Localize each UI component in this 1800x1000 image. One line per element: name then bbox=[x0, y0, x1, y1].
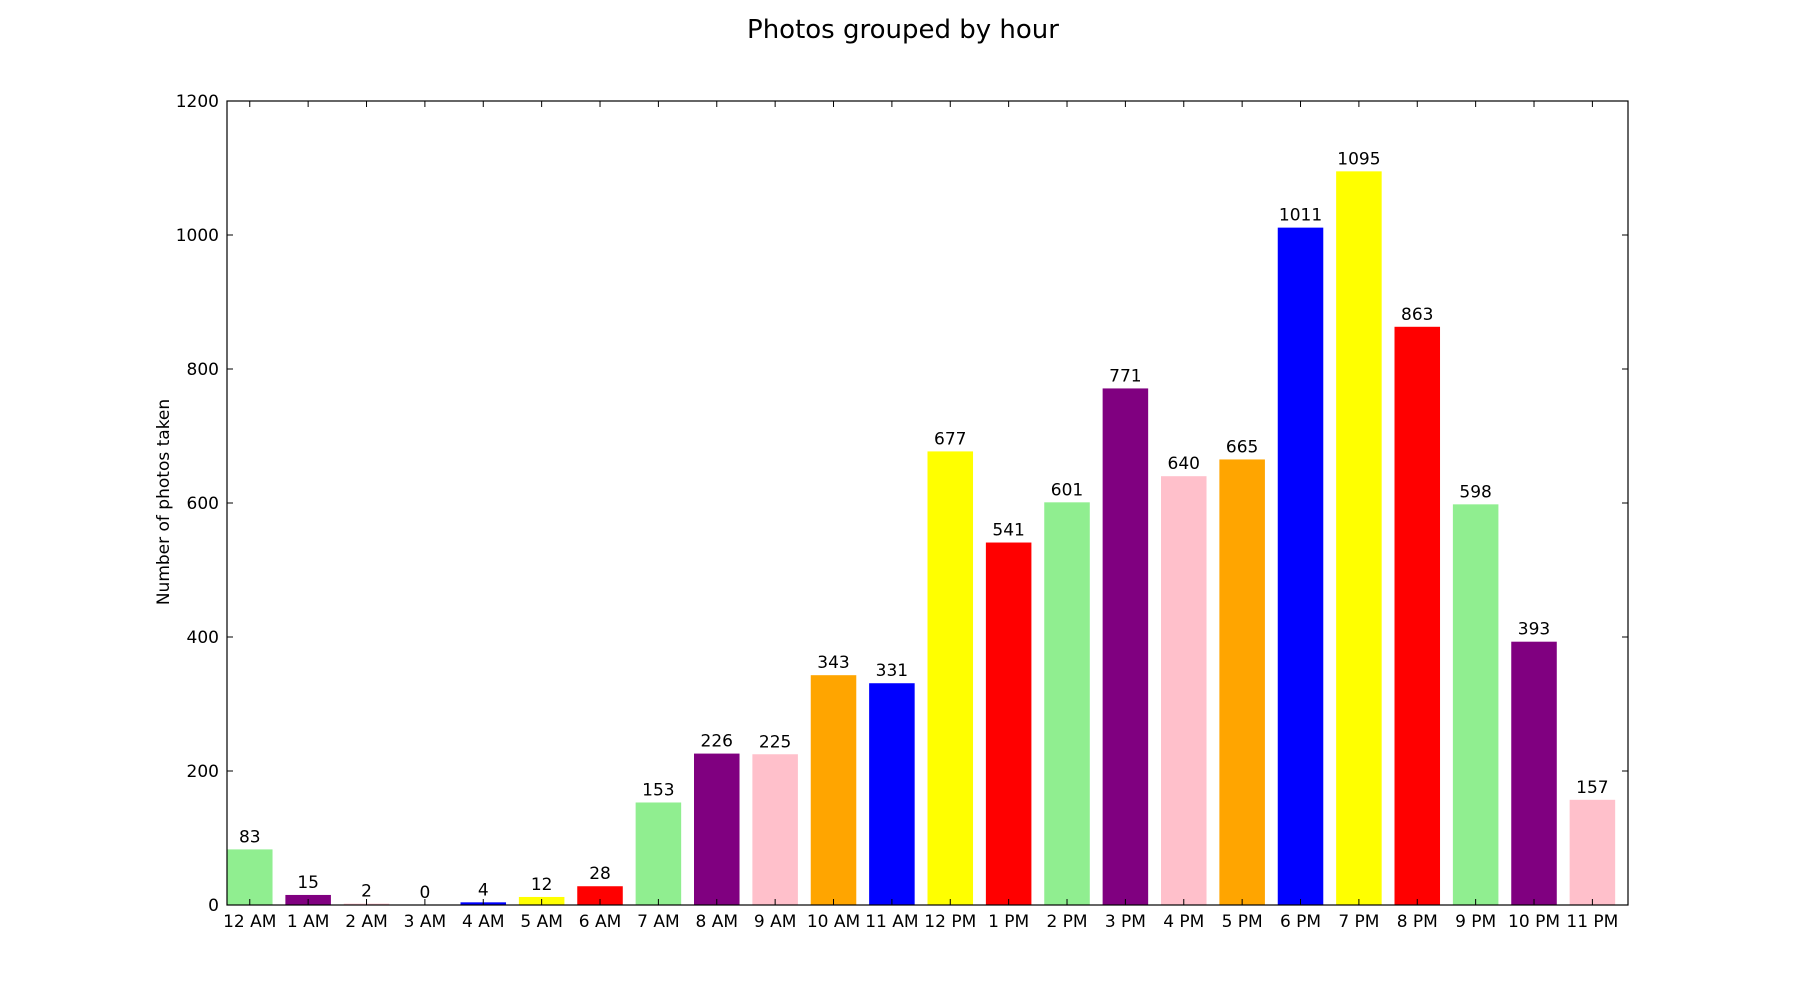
value-labels-layer: 83 15 2 0 4 12 28 153 226 225 343 331 677 541 601 771 64… bbox=[239, 149, 1609, 903]
bar-16 bbox=[1161, 476, 1207, 905]
y-tick-label-6: 1200 bbox=[176, 92, 219, 112]
x-tick-label-3: 3 AM bbox=[404, 912, 447, 932]
bar-value-label-0: 83 bbox=[239, 827, 261, 847]
x-tick-label-6: 6 AM bbox=[579, 912, 622, 932]
bar-19 bbox=[1336, 171, 1382, 906]
bar-value-label-21: 598 bbox=[1459, 482, 1491, 502]
y-tick-label-4: 800 bbox=[187, 360, 219, 380]
bar-13 bbox=[985, 542, 1032, 905]
bar-7 bbox=[635, 802, 682, 905]
bar-15 bbox=[1102, 388, 1149, 905]
x-tick-label-13: 1 PM bbox=[988, 912, 1029, 932]
x-tick-label-19: 7 PM bbox=[1338, 912, 1379, 932]
bar-11 bbox=[869, 683, 915, 905]
bar-value-label-8: 226 bbox=[701, 732, 733, 752]
bar-value-label-10: 343 bbox=[817, 653, 849, 673]
bar-value-label-11: 331 bbox=[876, 661, 908, 681]
x-tick-label-8: 8 AM bbox=[696, 912, 739, 932]
bar-value-label-20: 863 bbox=[1401, 305, 1433, 325]
bars-layer bbox=[227, 171, 1616, 906]
bar-12 bbox=[927, 451, 974, 905]
bar-value-label-5: 12 bbox=[531, 875, 553, 895]
bar-value-label-13: 541 bbox=[992, 521, 1024, 541]
bar-10 bbox=[810, 675, 857, 905]
bar-value-label-18: 1011 bbox=[1279, 206, 1322, 226]
y-tick-label-3: 600 bbox=[187, 494, 219, 514]
bar-23 bbox=[1569, 799, 1616, 905]
x-tick-labels-layer: 12 AM 1 AM 2 AM 3 AM 4 AM 5 AM 6 AM 7 AM 8 AM 9 A… bbox=[223, 912, 1618, 932]
x-tick-label-12: 12 PM bbox=[924, 912, 976, 932]
x-tick-label-23: 11 PM bbox=[1566, 912, 1618, 932]
x-tick-label-16: 4 PM bbox=[1163, 912, 1204, 932]
bar-value-label-22: 393 bbox=[1518, 620, 1550, 640]
bar-value-label-9: 225 bbox=[759, 732, 791, 752]
bar-value-label-4: 4 bbox=[478, 880, 489, 900]
y-tick-label-2: 400 bbox=[187, 628, 219, 648]
bar-6 bbox=[577, 886, 623, 905]
chart-title: Photos grouped by hour bbox=[747, 15, 1059, 45]
bar-value-label-1: 15 bbox=[297, 873, 319, 893]
x-tick-label-5: 5 AM bbox=[520, 912, 563, 932]
bar-value-label-19: 1095 bbox=[1337, 149, 1380, 169]
x-tick-label-17: 5 PM bbox=[1222, 912, 1263, 932]
y-tick-label-1: 200 bbox=[187, 762, 219, 782]
bar-value-label-14: 601 bbox=[1051, 480, 1083, 500]
bar-value-label-16: 640 bbox=[1168, 454, 1200, 474]
bar-value-label-7: 153 bbox=[642, 780, 674, 800]
x-tick-label-9: 9 AM bbox=[754, 912, 797, 932]
bar-18 bbox=[1277, 227, 1324, 905]
bar-value-label-2: 2 bbox=[361, 882, 372, 902]
x-tick-label-18: 6 PM bbox=[1280, 912, 1321, 932]
bar-8 bbox=[694, 753, 740, 905]
bar-21 bbox=[1452, 504, 1499, 905]
bar-14 bbox=[1044, 502, 1090, 905]
x-tick-label-2: 2 AM bbox=[345, 912, 388, 932]
bar-value-label-23: 157 bbox=[1576, 778, 1608, 798]
bar-value-label-3: 0 bbox=[419, 883, 430, 903]
x-tick-label-22: 10 PM bbox=[1508, 912, 1560, 932]
bar-value-label-17: 665 bbox=[1226, 437, 1258, 457]
x-tick-label-7: 7 AM bbox=[637, 912, 680, 932]
x-tick-label-15: 3 PM bbox=[1105, 912, 1146, 932]
bar-22 bbox=[1511, 641, 1557, 905]
x-tick-label-11: 11 AM bbox=[865, 912, 918, 932]
bar-value-label-12: 677 bbox=[934, 429, 966, 449]
y-tick-label-5: 1000 bbox=[176, 226, 219, 246]
bar-value-label-15: 771 bbox=[1109, 366, 1141, 386]
x-tick-label-4: 4 AM bbox=[462, 912, 505, 932]
y-tick-labels-layer: 0 200 400 600 800 1000 1200 bbox=[176, 92, 219, 916]
x-tick-label-20: 8 PM bbox=[1397, 912, 1438, 932]
y-axis-label: Number of photos taken bbox=[154, 399, 174, 605]
x-tick-label-21: 9 PM bbox=[1455, 912, 1496, 932]
bar-20 bbox=[1394, 326, 1441, 905]
bar-value-label-6: 28 bbox=[589, 864, 611, 884]
x-tick-label-10: 10 AM bbox=[807, 912, 860, 932]
bar-17 bbox=[1219, 459, 1265, 905]
x-tick-label-0: 12 AM bbox=[223, 912, 276, 932]
bar-0 bbox=[227, 849, 273, 905]
plot-frame bbox=[226, 100, 1629, 906]
x-tick-label-14: 2 PM bbox=[1046, 912, 1087, 932]
y-tick-label-0: 0 bbox=[208, 896, 219, 916]
bar-9 bbox=[752, 754, 798, 905]
x-tick-label-1: 1 AM bbox=[287, 912, 330, 932]
